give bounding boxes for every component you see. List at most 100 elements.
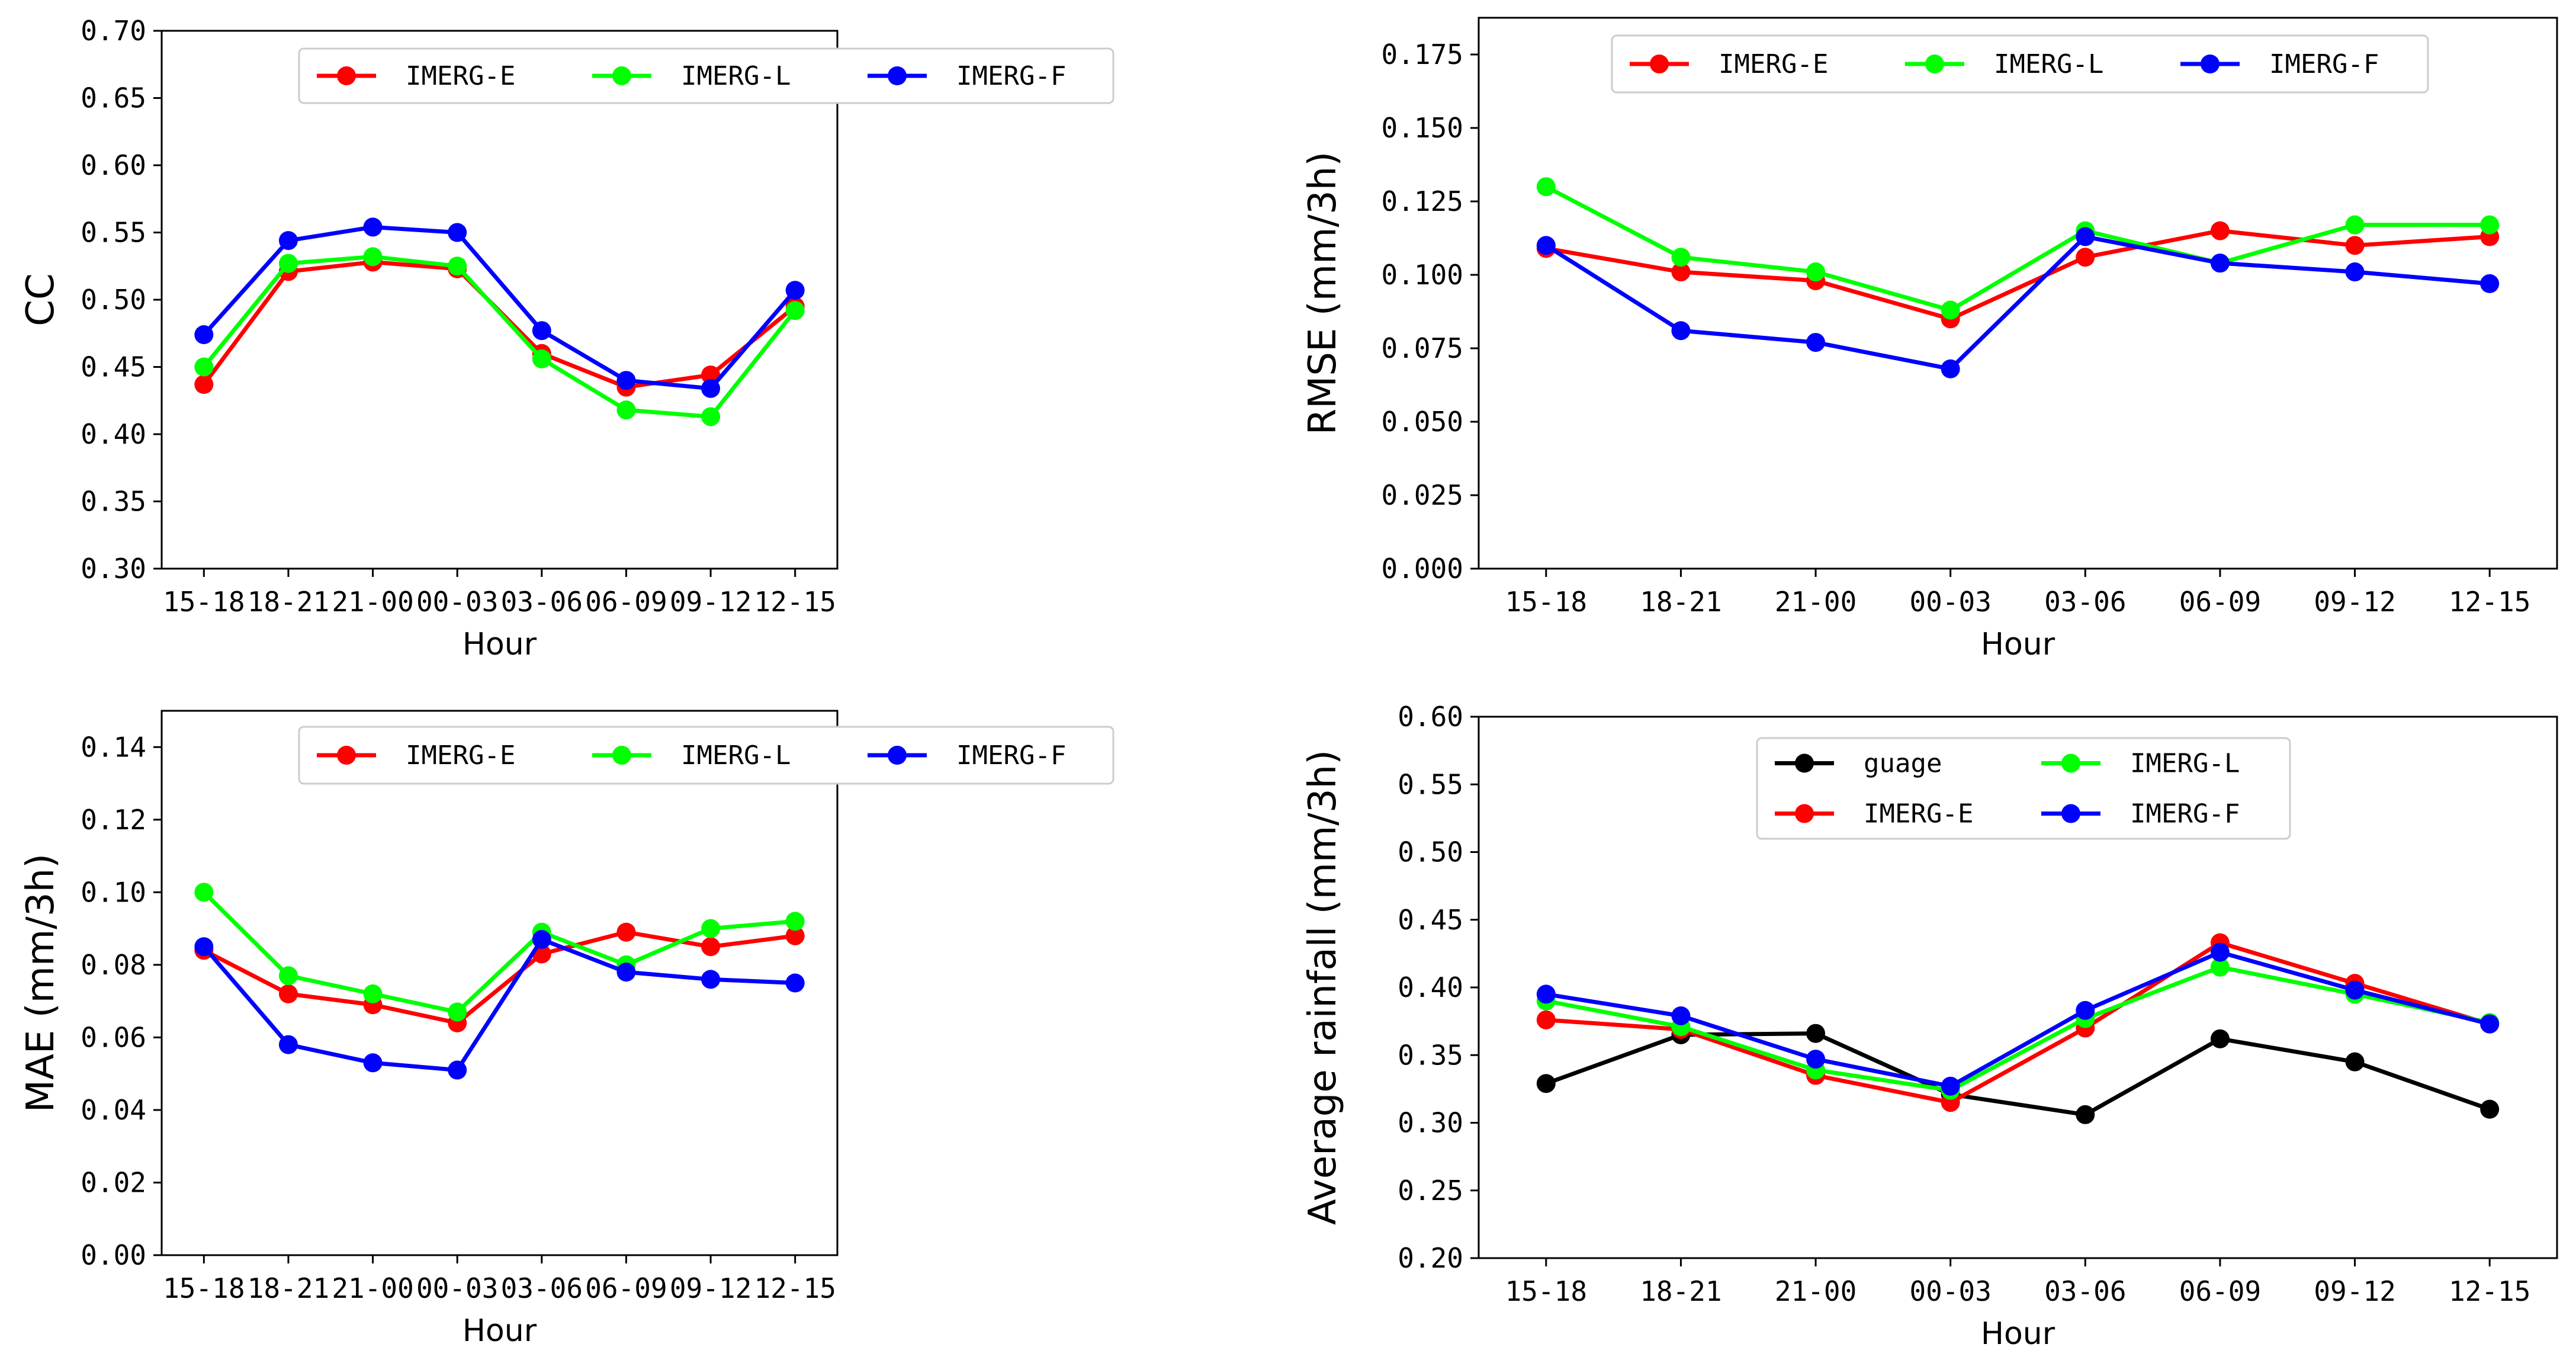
data-point [2345,215,2365,235]
data-point [701,365,721,385]
data-point [1536,177,1556,197]
x-tick-label: 03-06 [501,1272,583,1304]
data-point [2345,980,2365,1000]
legend-box [1611,34,2429,94]
legend-label: IMERG-E [1719,49,1828,79]
x-tick-label: 09-12 [2314,1275,2395,1307]
data-point [785,301,805,320]
y-axis-label: RMSE (mm/3h) [1301,152,1345,435]
panel-4: 0.20 0.25 0.30 0.35 0.40 0.45 0.50 0.55 0.60 15-1… [1301,701,2558,1352]
y-tick-label: 0.000 [1382,553,1463,585]
x-tick-label: 18-21 [248,1272,329,1304]
x-tick-label: 06-09 [585,1272,667,1304]
x-tick-label: 00-03 [416,586,498,618]
y-tick-label: 0.40 [1398,971,1463,1003]
data-point [1671,262,1691,282]
x-tick-label: 15-18 [163,1272,245,1304]
y-tick-label: 0.04 [81,1094,146,1126]
data-point [278,254,298,273]
legend-entry-IMERG-E: IMERG-E [1775,799,1973,829]
data-point [1941,359,1960,379]
y-axis-label: Average rainfall (mm/3h) [1301,750,1345,1225]
data-point [1671,248,1691,267]
y-tick-label: 0.00 [81,1239,146,1271]
legend-label: IMERG-E [1864,799,1973,829]
legend-marker [612,746,631,765]
series-IMERG-E [194,252,805,397]
data-point [785,281,805,300]
data-point [278,966,298,986]
y-tick-label: 0.70 [81,15,146,47]
legend-label: IMERG-F [956,740,1066,771]
data-point [2480,215,2500,235]
legend-box [1756,737,2291,840]
y-tick-label: 0.30 [1398,1107,1463,1139]
data-point [532,321,551,341]
series-line [203,930,796,1025]
legend-label: IMERG-L [2130,749,2240,779]
data-point [1536,1074,1556,1093]
data-point [785,912,805,931]
legend-marker [612,66,631,85]
data-point [2210,221,2230,240]
x-tick-label: 09-12 [670,586,751,618]
legend-box [298,47,1114,104]
data-point [1671,1006,1691,1025]
data-point [2345,262,2365,282]
x-tick-label: 03-06 [501,586,583,618]
data-point [532,929,551,949]
data-point [2345,1052,2365,1072]
x-axis-label: Hour [1981,627,2055,662]
data-point [532,349,551,368]
legend-entry-IMERG-F: IMERG-F [868,740,1066,771]
legend-marker [2061,753,2080,773]
data-point [701,407,721,426]
data-point [616,922,636,942]
legend-marker [2201,54,2220,73]
legend-entry-IMERG-L: IMERG-L [2041,749,2240,779]
x-tick-label: 09-12 [670,1272,751,1304]
data-point [2480,1014,2500,1034]
x-tick-label: 03-06 [2044,586,2126,618]
legend-marker [337,66,356,85]
x-tick-label: 18-21 [1640,1275,1721,1307]
data-point [448,256,467,276]
x-axis-label: Hour [462,1313,537,1349]
data-point [2076,1000,2095,1020]
y-tick-label: 0.55 [81,217,146,249]
legend-entry-IMERG-E: IMERG-E [317,740,515,771]
data-point [363,217,383,237]
data-point [278,1035,298,1054]
data-point [448,1060,467,1080]
data-point [785,926,805,945]
data-point [363,1053,383,1073]
y-tick-label: 0.50 [81,284,146,316]
x-axis-label: Hour [1981,1316,2055,1352]
legend-label: IMERG-E [406,740,515,771]
data-point [616,400,636,420]
y-tick-label: 0.12 [81,804,146,836]
data-point [1941,300,1960,320]
legend-marker [888,66,907,85]
data-point [194,883,214,902]
data-point [2076,1105,2095,1124]
panel-2: 0.000 0.025 0.050 0.075 0.100 0.125 0.150 0.175… [1301,17,2558,662]
legend-marker [1795,753,1814,773]
legend-marker [337,746,356,765]
x-tick-label: 06-09 [2179,586,2261,618]
data-point [1941,1076,1960,1096]
data-point [363,984,383,1003]
legend-label: IMERG-F [2269,49,2379,79]
y-tick-label: 0.40 [81,418,146,450]
x-tick-label: 12-15 [2449,1275,2530,1307]
y-tick-label: 0.025 [1382,479,1463,511]
plot-frame [1477,17,2558,570]
y-tick-label: 0.125 [1382,185,1463,217]
legend-label: IMERG-F [956,61,1066,91]
legend: IMERG-E IMERG-L IMERG-F [298,726,1114,785]
data-point [1806,1050,1826,1069]
y-tick-label: 0.55 [1398,768,1463,800]
x-tick-label: 12-15 [754,1272,836,1304]
legend-entry-IMERG-L: IMERG-L [592,61,791,91]
legend-label: IMERG-F [2130,799,2240,829]
